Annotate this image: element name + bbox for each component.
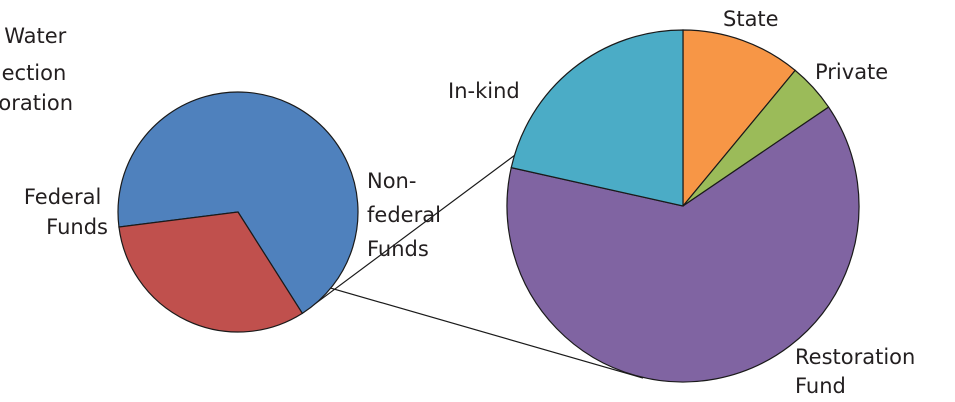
- slice-label-federal-funds-line-2: Funds: [46, 215, 108, 239]
- pie-slice-state: [682, 29, 797, 208]
- slice-label-non-federal-funds-line-1: Non-: [367, 169, 416, 193]
- slice-label-private: Private: [815, 60, 888, 84]
- slice-label-in-kind-line-1: In-kind: [448, 79, 520, 103]
- right-pie: [506, 29, 860, 383]
- left-pie: [117, 91, 359, 333]
- pie-slice-federal-funds: [117, 91, 359, 315]
- slice-label-restoration-fund: Restoration Fund: [795, 345, 922, 398]
- pie-slice-in-kind: [510, 29, 684, 207]
- slice-label-restoration-fund-line-2: Fund: [795, 374, 846, 398]
- slice-label-state: State: [723, 7, 779, 31]
- slice-label-private-line-1: Private: [815, 60, 888, 84]
- left-pie-title-line-2: ection: [2, 61, 67, 85]
- slice-label-state-line-1: State: [723, 7, 779, 31]
- slice-label-non-federal-funds-line-2: federal: [367, 203, 441, 227]
- slice-label-in-kind: In-kind: [448, 79, 520, 103]
- left-pie-title-line-3: oration: [0, 91, 73, 115]
- slice-label-federal-funds-line-1: Federal: [24, 185, 101, 209]
- pie-slice-restoration-fund: [506, 106, 860, 383]
- slice-label-non-federal-funds-line-3: Funds: [367, 237, 429, 261]
- slice-label-non-federal-funds: Non- federal Funds: [367, 169, 448, 261]
- slice-label-federal-funds: Federal Funds: [24, 185, 108, 239]
- left-pie-title: Water ection oration: [0, 24, 73, 115]
- pie-slice-non-federal-funds: [118, 211, 304, 333]
- slice-label-restoration-fund-line-1: Restoration: [795, 345, 915, 369]
- left-pie-title-line-1: Water: [4, 24, 66, 48]
